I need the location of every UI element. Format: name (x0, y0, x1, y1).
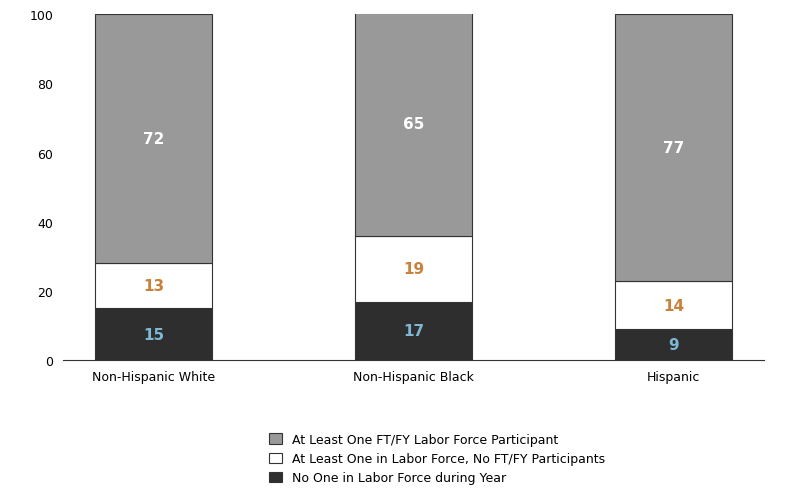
Bar (95, 15, 212, 264)
Text: 77: 77 (663, 141, 685, 156)
Bar (615, 281, 733, 330)
Bar (355, 302, 472, 361)
Bar (95, 309, 212, 361)
Text: 72: 72 (143, 132, 164, 147)
Bar (355, 12, 472, 236)
Bar (615, 15, 733, 281)
Text: 17: 17 (403, 324, 424, 339)
Bar (95, 264, 212, 309)
Legend: At Least One FT/FY Labor Force Participant, At Least One in Labor Force, No FT/F: At Least One FT/FY Labor Force Participa… (266, 429, 609, 488)
Text: 14: 14 (663, 298, 685, 313)
Bar (355, 236, 472, 302)
Text: 9: 9 (668, 338, 679, 353)
Text: 65: 65 (403, 116, 425, 131)
Text: 19: 19 (403, 262, 424, 277)
Text: 15: 15 (143, 327, 164, 342)
Bar (615, 330, 733, 361)
Text: 13: 13 (143, 279, 164, 294)
